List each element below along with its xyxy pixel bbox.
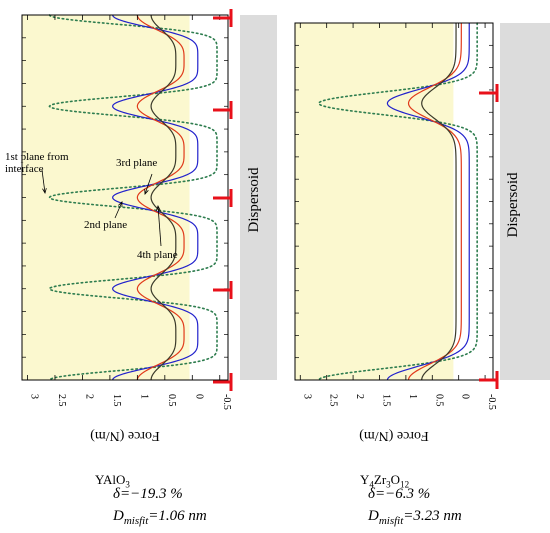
x-tick-label: 2	[83, 394, 94, 399]
x-tick-label: 0.5	[166, 394, 177, 407]
left-panel: 3 2.5 2 1.5 1 0.5 0 -0.5 Force (N/m) Dispersoid 1s…	[5, 9, 277, 443]
x-tick-label: 2.5	[328, 394, 339, 407]
annotation-arrow	[41, 169, 46, 194]
x-tick-label: 2	[354, 394, 365, 399]
x-tick-label: 1.5	[380, 394, 391, 407]
x-axis-title: Force (N/m)	[90, 428, 160, 443]
right-panel: 3 2.5 2 1.5 1 0.5 0 -0.5 Force (N/m) Dispersoid	[294, 22, 550, 443]
x-tick-label: 3	[28, 394, 39, 399]
x-tick-label: -0.5	[221, 394, 232, 410]
series-line-1	[48, 14, 218, 381]
annotation-arrowhead	[118, 201, 123, 208]
annotation-label: 1st plane from interface	[5, 151, 69, 175]
annotation-arrowhead	[156, 204, 161, 211]
right-dmisfit-label: Dmisfit=3.23 nm	[368, 508, 462, 527]
x-tick-label: 0	[460, 394, 471, 399]
left-dmisfit-label: Dmisfit=1.06 nm	[113, 508, 207, 527]
matrix-region	[295, 23, 454, 380]
series-line-4	[150, 14, 177, 381]
dispersoid-block	[240, 15, 277, 380]
x-tick-label: 1	[407, 394, 418, 399]
x-tick-label: 1	[138, 394, 149, 399]
annotation-arrowhead	[42, 188, 47, 195]
series-line-3	[407, 23, 462, 381]
x-tick-label: 0.5	[433, 394, 444, 407]
left-delta-label: δ=−19.3 %	[113, 486, 183, 502]
series-line-4	[421, 23, 457, 381]
x-tick-label: 1.5	[111, 394, 122, 407]
series-line-1	[317, 22, 478, 381]
right-delta-label: δ=−6.3 %	[368, 486, 431, 502]
dispersoid-label: Dispersoid	[246, 167, 262, 232]
x-tick-label: -0.5	[486, 394, 497, 410]
x-tick-label: 0	[193, 394, 204, 399]
annotation-arrowhead	[144, 188, 149, 195]
dispersoid-block	[500, 23, 550, 380]
x-tick-label: 3	[301, 394, 312, 399]
annotation-label: 2nd plane	[84, 219, 127, 231]
annotation-label: 3rd plane	[116, 157, 157, 169]
left-compound-label: YAlO3	[95, 472, 130, 490]
series-line-2	[112, 14, 199, 381]
right-compound-label: Y4Zr3O12	[360, 472, 410, 490]
matrix-region	[22, 15, 190, 380]
annotation-arrow	[114, 201, 123, 219]
x-tick-label: 2.5	[56, 394, 67, 407]
x-axis-title: Force (N/m)	[359, 428, 429, 443]
series-line-3	[136, 14, 185, 381]
dispersoid-label: Dispersoid	[505, 172, 521, 237]
annotation-label: 4th plane	[137, 249, 178, 261]
annotation-arrow	[144, 173, 153, 195]
annotation-arrow	[157, 205, 162, 247]
